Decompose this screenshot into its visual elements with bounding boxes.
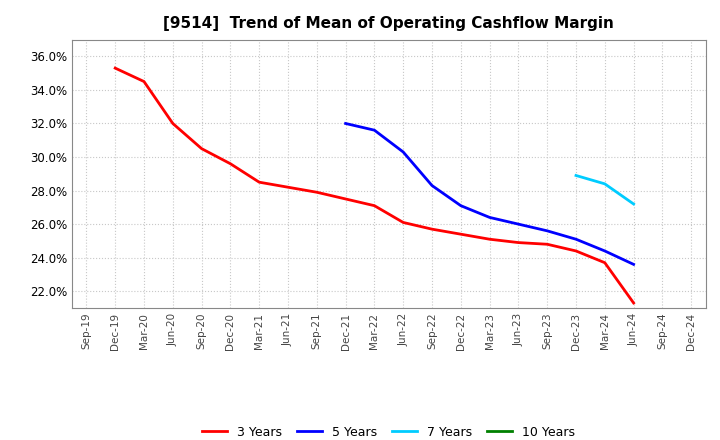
5 Years (514, 221, 523, 227)
3 Years (168, 121, 177, 126)
5 Years (428, 183, 436, 188)
Line: 7 Years: 7 Years (576, 176, 634, 204)
5 Years (600, 248, 609, 253)
5 Years (485, 215, 494, 220)
Legend: 3 Years, 5 Years, 7 Years, 10 Years: 3 Years, 5 Years, 7 Years, 10 Years (197, 421, 580, 440)
3 Years (399, 220, 408, 225)
3 Years (456, 231, 465, 237)
5 Years (572, 237, 580, 242)
5 Years (543, 228, 552, 234)
7 Years (572, 173, 580, 178)
3 Years (514, 240, 523, 245)
3 Years (428, 227, 436, 232)
7 Years (600, 181, 609, 187)
5 Years (370, 128, 379, 133)
3 Years (226, 161, 235, 166)
3 Years (140, 79, 148, 84)
3 Years (255, 180, 264, 185)
Line: 5 Years: 5 Years (346, 124, 634, 264)
Title: [9514]  Trend of Mean of Operating Cashflow Margin: [9514] Trend of Mean of Operating Cashfl… (163, 16, 614, 32)
3 Years (629, 301, 638, 306)
3 Years (312, 190, 321, 195)
5 Years (629, 262, 638, 267)
3 Years (572, 248, 580, 253)
3 Years (600, 260, 609, 265)
3 Years (485, 237, 494, 242)
5 Years (341, 121, 350, 126)
7 Years (629, 202, 638, 207)
3 Years (370, 203, 379, 208)
5 Years (456, 203, 465, 208)
3 Years (341, 196, 350, 202)
5 Years (399, 149, 408, 154)
Line: 3 Years: 3 Years (115, 68, 634, 303)
3 Years (197, 146, 206, 151)
3 Years (284, 185, 292, 190)
3 Years (111, 66, 120, 71)
3 Years (543, 242, 552, 247)
